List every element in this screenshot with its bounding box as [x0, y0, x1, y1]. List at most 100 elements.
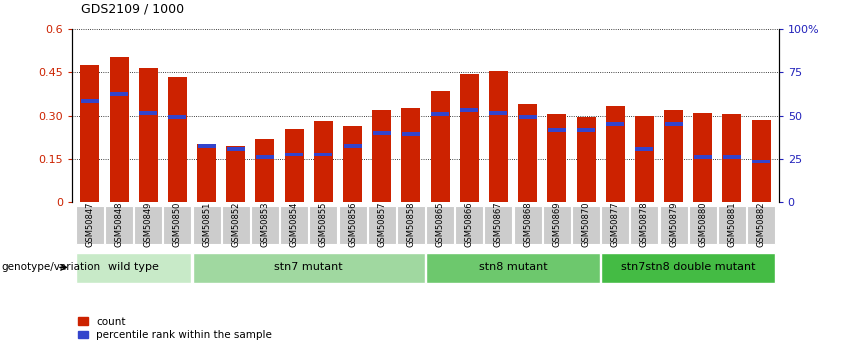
Bar: [694, 155, 711, 159]
Bar: [226, 147, 245, 150]
Text: GSM50881: GSM50881: [728, 201, 736, 247]
FancyBboxPatch shape: [192, 206, 220, 244]
Bar: [606, 106, 625, 202]
Text: GSM50882: GSM50882: [757, 201, 766, 247]
Bar: [636, 147, 654, 150]
Bar: [431, 112, 449, 116]
Text: GSM50869: GSM50869: [552, 201, 562, 247]
Bar: [402, 108, 420, 202]
Text: stn8 mutant: stn8 mutant: [479, 263, 547, 272]
FancyBboxPatch shape: [688, 206, 717, 244]
Text: genotype/variation: genotype/variation: [2, 263, 100, 272]
FancyBboxPatch shape: [660, 206, 688, 244]
Legend: count, percentile rank within the sample: count, percentile rank within the sample: [77, 317, 272, 340]
Text: GSM50867: GSM50867: [494, 201, 503, 247]
Text: GSM50850: GSM50850: [173, 201, 182, 247]
Text: GSM50878: GSM50878: [640, 201, 649, 247]
Text: GSM50870: GSM50870: [581, 201, 591, 247]
Bar: [226, 146, 245, 202]
Bar: [723, 155, 741, 159]
FancyBboxPatch shape: [251, 206, 279, 244]
Text: GSM50854: GSM50854: [289, 201, 299, 247]
Text: GSM50865: GSM50865: [436, 201, 444, 247]
Bar: [110, 92, 128, 96]
Bar: [751, 120, 771, 202]
Bar: [285, 128, 304, 202]
Bar: [314, 152, 333, 156]
Text: GSM50868: GSM50868: [523, 201, 532, 247]
Bar: [460, 74, 479, 202]
Text: GSM50880: GSM50880: [699, 201, 707, 247]
FancyBboxPatch shape: [76, 253, 191, 283]
Bar: [256, 155, 274, 159]
Bar: [547, 114, 566, 202]
Text: GSM50866: GSM50866: [465, 201, 474, 247]
Bar: [285, 152, 303, 156]
FancyBboxPatch shape: [601, 253, 775, 283]
Text: wild type: wild type: [108, 263, 159, 272]
Text: GSM50855: GSM50855: [319, 201, 328, 247]
Bar: [518, 104, 537, 202]
Bar: [344, 144, 362, 148]
Bar: [139, 68, 157, 202]
Bar: [460, 108, 478, 112]
FancyBboxPatch shape: [572, 206, 600, 244]
Text: stn7 mutant: stn7 mutant: [274, 263, 343, 272]
Bar: [402, 132, 420, 136]
FancyBboxPatch shape: [368, 206, 396, 244]
Bar: [694, 113, 712, 202]
FancyBboxPatch shape: [339, 206, 367, 244]
Bar: [665, 122, 683, 126]
Text: GSM50853: GSM50853: [260, 201, 270, 247]
FancyBboxPatch shape: [543, 206, 571, 244]
FancyBboxPatch shape: [747, 206, 775, 244]
Text: GSM50879: GSM50879: [669, 201, 678, 247]
FancyBboxPatch shape: [601, 206, 629, 244]
Bar: [576, 117, 596, 202]
FancyBboxPatch shape: [222, 206, 250, 244]
Bar: [197, 144, 215, 148]
Bar: [372, 110, 391, 202]
Bar: [168, 77, 187, 202]
Bar: [722, 114, 741, 202]
FancyBboxPatch shape: [426, 253, 600, 283]
FancyBboxPatch shape: [631, 206, 659, 244]
Bar: [489, 71, 508, 202]
Bar: [314, 121, 333, 202]
Text: GSM50877: GSM50877: [611, 201, 620, 247]
FancyBboxPatch shape: [134, 206, 163, 244]
Bar: [110, 57, 129, 202]
Text: GSM50851: GSM50851: [202, 201, 211, 247]
Text: stn7stn8 double mutant: stn7stn8 double mutant: [621, 263, 756, 272]
Text: GSM50856: GSM50856: [348, 201, 357, 247]
Text: GSM50857: GSM50857: [377, 201, 386, 247]
FancyBboxPatch shape: [426, 206, 454, 244]
Text: GSM50847: GSM50847: [85, 201, 94, 247]
Bar: [489, 111, 507, 115]
Bar: [752, 160, 770, 164]
Bar: [343, 126, 362, 202]
FancyBboxPatch shape: [76, 206, 104, 244]
Bar: [373, 131, 391, 135]
Bar: [140, 111, 157, 115]
Text: GDS2109 / 1000: GDS2109 / 1000: [81, 2, 184, 16]
FancyBboxPatch shape: [514, 206, 542, 244]
Bar: [548, 128, 566, 132]
Text: GSM50848: GSM50848: [115, 201, 123, 247]
FancyBboxPatch shape: [484, 206, 512, 244]
FancyBboxPatch shape: [455, 206, 483, 244]
Bar: [168, 115, 186, 119]
Bar: [606, 122, 625, 126]
Text: GSM50849: GSM50849: [144, 201, 152, 247]
FancyBboxPatch shape: [163, 206, 191, 244]
Bar: [81, 99, 99, 103]
Bar: [664, 110, 683, 202]
FancyBboxPatch shape: [280, 206, 308, 244]
FancyBboxPatch shape: [397, 206, 425, 244]
Text: GSM50858: GSM50858: [407, 201, 415, 247]
Text: GSM50852: GSM50852: [231, 201, 240, 247]
FancyBboxPatch shape: [105, 206, 133, 244]
FancyBboxPatch shape: [718, 206, 746, 244]
Bar: [431, 91, 449, 202]
Bar: [80, 65, 100, 202]
